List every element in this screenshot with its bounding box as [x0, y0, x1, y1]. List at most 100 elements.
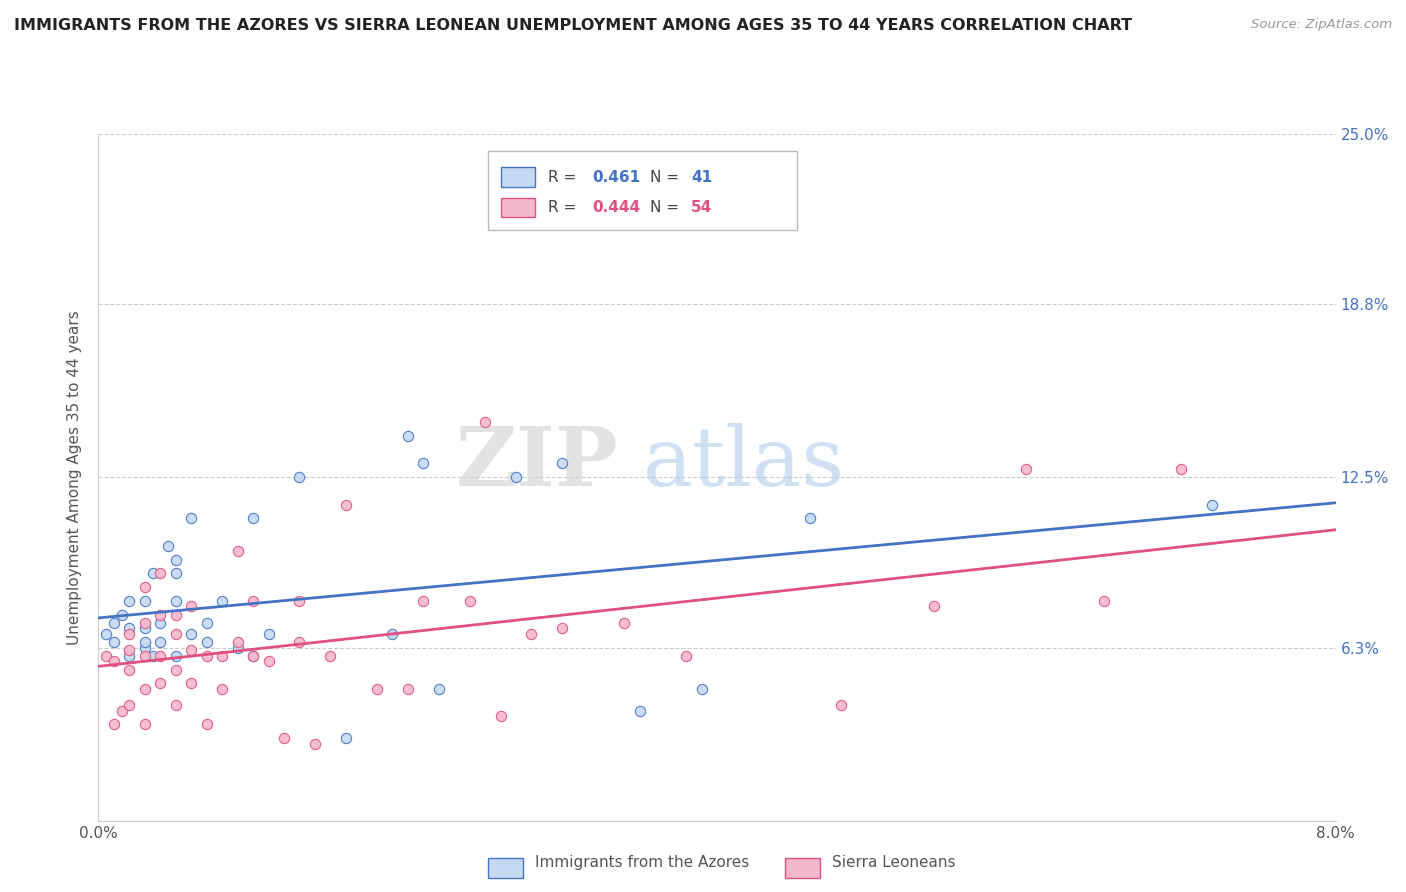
Text: N =: N = — [650, 200, 685, 215]
Point — [96, 627, 118, 641]
Point — [134, 717, 156, 731]
Point — [242, 648, 264, 663]
Point — [551, 457, 574, 471]
Point — [134, 681, 156, 696]
Point — [180, 676, 202, 690]
FancyBboxPatch shape — [488, 151, 797, 230]
Point — [149, 676, 172, 690]
Text: 0.461: 0.461 — [592, 169, 640, 185]
Point — [242, 511, 264, 525]
Point — [288, 594, 311, 608]
Point — [118, 648, 141, 663]
Point — [226, 635, 249, 649]
Point — [520, 627, 543, 641]
Point — [211, 681, 233, 696]
Point — [226, 640, 249, 655]
Point — [149, 615, 172, 630]
Point — [412, 457, 434, 471]
Text: Immigrants from the Azores: Immigrants from the Azores — [536, 855, 749, 870]
Point — [165, 698, 187, 713]
Point — [366, 681, 388, 696]
Point — [118, 698, 141, 713]
Point — [1092, 594, 1115, 608]
Text: atlas: atlas — [643, 424, 845, 503]
Point — [226, 544, 249, 558]
Point — [273, 731, 295, 746]
Point — [242, 594, 264, 608]
Point — [180, 643, 202, 657]
Point — [505, 470, 527, 484]
Point — [134, 580, 156, 594]
Point — [335, 498, 357, 512]
Point — [335, 731, 357, 746]
Point — [288, 470, 311, 484]
Point — [165, 594, 187, 608]
Point — [134, 621, 156, 635]
Point — [111, 704, 134, 718]
Point — [103, 717, 125, 731]
Text: R =: R = — [547, 169, 581, 185]
Point — [628, 704, 651, 718]
Point — [134, 615, 156, 630]
Point — [118, 594, 141, 608]
Point — [458, 594, 481, 608]
Point — [180, 511, 202, 525]
Point — [288, 635, 311, 649]
Point — [118, 643, 141, 657]
Point — [799, 511, 821, 525]
Point — [96, 648, 118, 663]
Text: N =: N = — [650, 169, 685, 185]
Point — [157, 539, 180, 553]
Point — [149, 648, 172, 663]
Point — [257, 627, 280, 641]
Point — [142, 566, 165, 581]
Point — [165, 552, 187, 566]
Point — [195, 648, 218, 663]
Point — [103, 615, 125, 630]
Point — [1015, 462, 1038, 476]
Point — [381, 627, 404, 641]
Point — [118, 663, 141, 677]
Point — [103, 635, 125, 649]
Point — [211, 648, 233, 663]
Point — [304, 737, 326, 751]
Point — [195, 635, 218, 649]
Point — [613, 615, 636, 630]
Point — [134, 594, 156, 608]
Point — [142, 648, 165, 663]
Point — [180, 599, 202, 614]
Point — [412, 594, 434, 608]
Point — [165, 627, 187, 641]
Point — [149, 635, 172, 649]
Text: 0.444: 0.444 — [592, 200, 640, 215]
Point — [690, 681, 713, 696]
Point — [165, 566, 187, 581]
Point — [149, 607, 172, 622]
Point — [675, 648, 697, 663]
Point — [319, 648, 342, 663]
FancyBboxPatch shape — [501, 168, 536, 186]
Point — [165, 663, 187, 677]
FancyBboxPatch shape — [501, 198, 536, 217]
Point — [1201, 498, 1223, 512]
Point — [134, 648, 156, 663]
Point — [396, 681, 419, 696]
Text: 41: 41 — [692, 169, 713, 185]
FancyBboxPatch shape — [785, 858, 820, 878]
Point — [165, 648, 187, 663]
Text: Source: ZipAtlas.com: Source: ZipAtlas.com — [1251, 18, 1392, 31]
Point — [1170, 462, 1192, 476]
Point — [111, 607, 134, 622]
Point — [149, 566, 172, 581]
Point — [257, 654, 280, 668]
Text: IMMIGRANTS FROM THE AZORES VS SIERRA LEONEAN UNEMPLOYMENT AMONG AGES 35 TO 44 YE: IMMIGRANTS FROM THE AZORES VS SIERRA LEO… — [14, 18, 1132, 33]
Y-axis label: Unemployment Among Ages 35 to 44 years: Unemployment Among Ages 35 to 44 years — [67, 310, 83, 645]
Point — [195, 615, 218, 630]
Point — [242, 648, 264, 663]
Text: R =: R = — [547, 200, 581, 215]
Point — [118, 621, 141, 635]
Text: 54: 54 — [692, 200, 713, 215]
Point — [165, 607, 187, 622]
FancyBboxPatch shape — [488, 858, 523, 878]
Point — [195, 717, 218, 731]
